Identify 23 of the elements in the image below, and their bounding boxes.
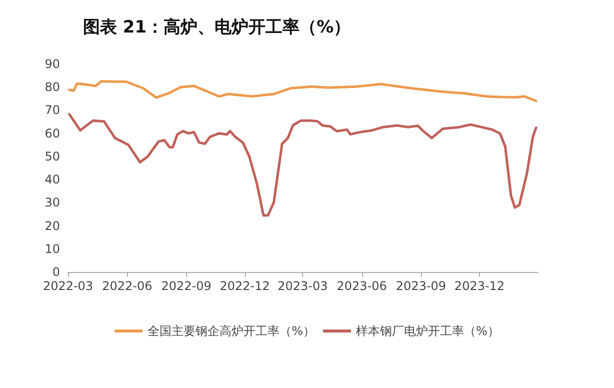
legend-label: 样本钢厂电炉开工率（%） xyxy=(356,324,500,338)
line-series xyxy=(68,112,538,217)
x-tick-label: 2023-12 xyxy=(454,279,505,293)
legend-label: 全国主要钢企高炉开工率（%） xyxy=(148,324,316,338)
x-tick-label: 2022-12 xyxy=(220,279,270,293)
x-tick-label: 2022-03 xyxy=(42,279,94,293)
y-tick-label: 30 xyxy=(44,196,60,210)
x-tick-label: 2022-06 xyxy=(102,279,152,293)
x-tick-label: 2023-06 xyxy=(336,279,387,293)
y-tick-label: 60 xyxy=(44,126,60,140)
y-tick-label: 70 xyxy=(44,103,60,118)
y-tick-label: 0 xyxy=(52,265,60,279)
y-tick-label: 10 xyxy=(44,242,60,256)
y-tick-label: 40 xyxy=(44,172,60,187)
y-tick-label: 50 xyxy=(44,149,60,164)
x-tick-label: 2022-09 xyxy=(161,279,212,293)
y-tick-label: 90 xyxy=(44,57,60,71)
x-tick-label: 2023-03 xyxy=(278,279,328,293)
y-tick-label: 80 xyxy=(44,80,60,94)
x-tick-label: 2023-09 xyxy=(396,279,446,293)
line-series xyxy=(68,80,538,102)
y-tick-label: 20 xyxy=(44,218,60,233)
chart-title: 图表 21：高炉、电炉开工率（%） xyxy=(83,18,351,38)
